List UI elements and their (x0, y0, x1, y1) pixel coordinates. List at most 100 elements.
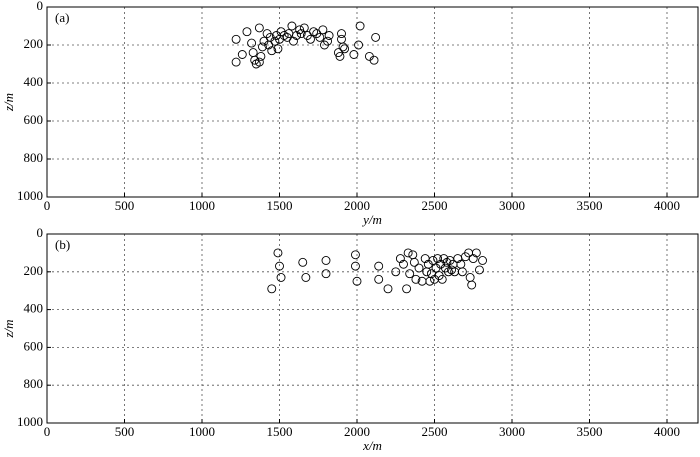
point (374, 261, 384, 271)
point (354, 40, 363, 50)
point (395, 254, 405, 264)
point (352, 276, 362, 286)
point (338, 42, 348, 52)
point (289, 36, 298, 46)
point (433, 254, 443, 264)
y-axis-label: z/m (1, 319, 16, 338)
point (295, 25, 305, 35)
point (374, 274, 384, 284)
point (301, 273, 311, 282)
point (258, 42, 267, 52)
point (355, 21, 365, 31)
point (371, 32, 381, 42)
x-tick-label: 3500 (577, 424, 603, 439)
point (468, 254, 478, 264)
point (337, 29, 346, 39)
point (399, 259, 408, 269)
point (256, 51, 266, 61)
point (275, 261, 284, 271)
point (405, 269, 415, 279)
point (411, 274, 421, 284)
y-tick-label: 400 (24, 301, 44, 316)
x-tick-label: 4000 (654, 198, 680, 213)
y-tick-label: 600 (24, 338, 44, 353)
point (351, 250, 360, 260)
y-tick-label: 800 (24, 376, 44, 391)
point (270, 36, 280, 46)
point (254, 57, 264, 67)
point (254, 23, 264, 33)
y-tick-label: 200 (24, 36, 44, 51)
x-tick-label: 2500 (422, 198, 448, 213)
panel-label: (b) (55, 237, 70, 252)
point (351, 261, 360, 271)
point (273, 248, 283, 258)
point (273, 44, 283, 54)
point (467, 280, 477, 290)
x-tick-label: 500 (115, 198, 135, 213)
point (276, 273, 286, 282)
x-tick-label: 2500 (422, 424, 448, 439)
y-tick-label: 1000 (17, 188, 43, 203)
point (321, 269, 331, 279)
point (340, 44, 350, 54)
x-tick-label: 3500 (577, 198, 603, 213)
point (409, 257, 419, 267)
point (402, 284, 412, 294)
point (337, 34, 346, 44)
point (425, 276, 435, 286)
point (237, 50, 247, 59)
point (231, 57, 241, 67)
point (471, 248, 481, 258)
point (391, 267, 401, 277)
point (296, 29, 306, 39)
point (306, 34, 315, 44)
point (318, 25, 328, 35)
x-tick-label: 3000 (499, 424, 525, 439)
point (383, 284, 393, 294)
point (457, 267, 467, 277)
point (403, 248, 413, 258)
point (247, 38, 257, 48)
point (414, 263, 424, 273)
point (248, 48, 258, 58)
x-tick-label: 0 (44, 424, 51, 439)
point (298, 257, 308, 267)
point (478, 256, 487, 265)
point (475, 265, 484, 275)
x-tick-label: 2000 (344, 424, 370, 439)
point (267, 46, 277, 56)
point (437, 274, 447, 284)
point (369, 55, 379, 65)
point (315, 32, 325, 42)
point (321, 256, 331, 265)
point (335, 51, 345, 61)
x-tick-label: 1000 (189, 424, 215, 439)
x-tick-label: 3000 (499, 198, 525, 213)
point (408, 250, 418, 260)
y-tick-label: 0 (37, 225, 44, 240)
x-tick-label: 1500 (267, 424, 293, 439)
x-tick-label: 0 (44, 198, 51, 213)
x-axis-label: x/m (362, 438, 382, 453)
point (299, 23, 309, 33)
x-axis-label: y/m (361, 212, 382, 227)
x-tick-label: 1500 (267, 198, 293, 213)
x-tick-label: 2000 (344, 198, 370, 213)
y-tick-label: 200 (24, 263, 44, 278)
x-tick-label: 1000 (189, 198, 215, 213)
y-tick-label: 800 (24, 150, 44, 165)
point (428, 256, 438, 265)
point (323, 36, 332, 46)
x-tick-label: 4000 (654, 424, 680, 439)
y-axis-label: z/m (1, 93, 16, 112)
plot-frame (46, 6, 699, 198)
point (242, 27, 252, 37)
y-tick-label: 600 (24, 112, 44, 127)
plot-frame (46, 233, 699, 424)
point (324, 31, 334, 40)
point (287, 21, 297, 31)
point (349, 50, 359, 59)
point (292, 31, 301, 40)
